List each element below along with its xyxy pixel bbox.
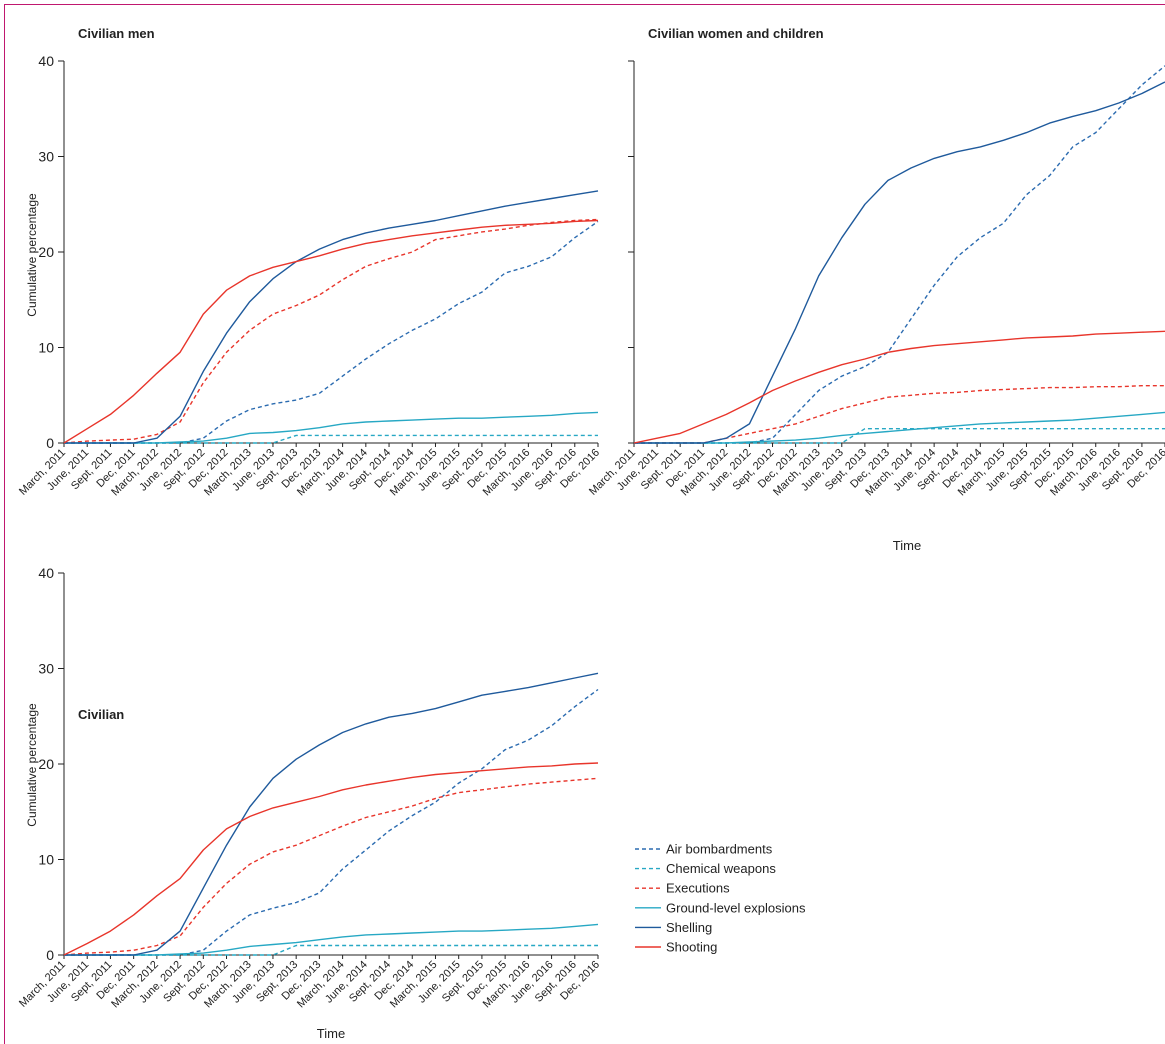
panel-civilian-men: Civilian men Cumulative percentage 0 10 20… [17,26,602,498]
figure-frame [4,4,1165,1044]
series-line-executions [634,385,1165,444]
legend-label-shooting: Shooting [666,940,717,955]
panel-title: Civilian women and children [648,26,824,41]
panel-title: Civilian men [78,26,155,41]
y-tick-label: 10 [38,340,54,356]
panel-civilian: Civilian Cumulative percentage Time 0 10 2… [17,565,602,1041]
legend-label-shelling: Shelling [666,920,712,935]
series-line-chemical [64,944,598,956]
y-tick-label: 20 [38,244,54,260]
legend-label-ground: Ground-level explosions [666,900,806,915]
series-line-shooting [63,762,599,956]
series-line-ground [64,923,599,956]
series-line-shooting [63,219,599,444]
panel-title: Civilian [78,707,124,722]
series-line-executions [63,777,599,956]
y-tick-label: 0 [46,947,54,963]
legend: Air bombardments Chemical weapons Executio… [635,842,806,955]
y-tick-label: 40 [38,565,54,581]
y-tick-label: 30 [38,661,54,677]
series-line-ground [64,411,599,444]
series-line-shooting [633,330,1165,444]
y-tick-label: 40 [38,53,54,69]
series-line-shelling [634,81,1165,444]
y-tick-label: 0 [46,435,54,451]
y-axis-label: Cumulative percentage [25,193,39,317]
series-line-air [64,220,599,444]
series-line-chemical [634,428,1165,444]
series-line-shelling [64,672,599,956]
panel-civilian-women-children: Civilian women and children Time March, … [587,26,1165,553]
series-line-air [64,688,599,956]
y-tick-label: 20 [38,756,54,772]
x-axis-label: Time [893,538,921,553]
legend-label-chemical: Chemical weapons [666,861,776,876]
y-axis-label: Cumulative percentage [25,703,39,827]
legend-label-air: Air bombardments [666,842,773,857]
series-line-air [634,65,1165,444]
legend-label-executions: Executions [666,881,730,896]
series-line-ground [634,411,1165,444]
series-line-chemical [64,434,598,444]
y-tick-label: 30 [38,149,54,165]
series-line-shelling [64,190,599,444]
x-axis-label: Time [317,1026,345,1041]
series-line-executions [63,218,599,444]
y-tick-label: 10 [38,852,54,868]
